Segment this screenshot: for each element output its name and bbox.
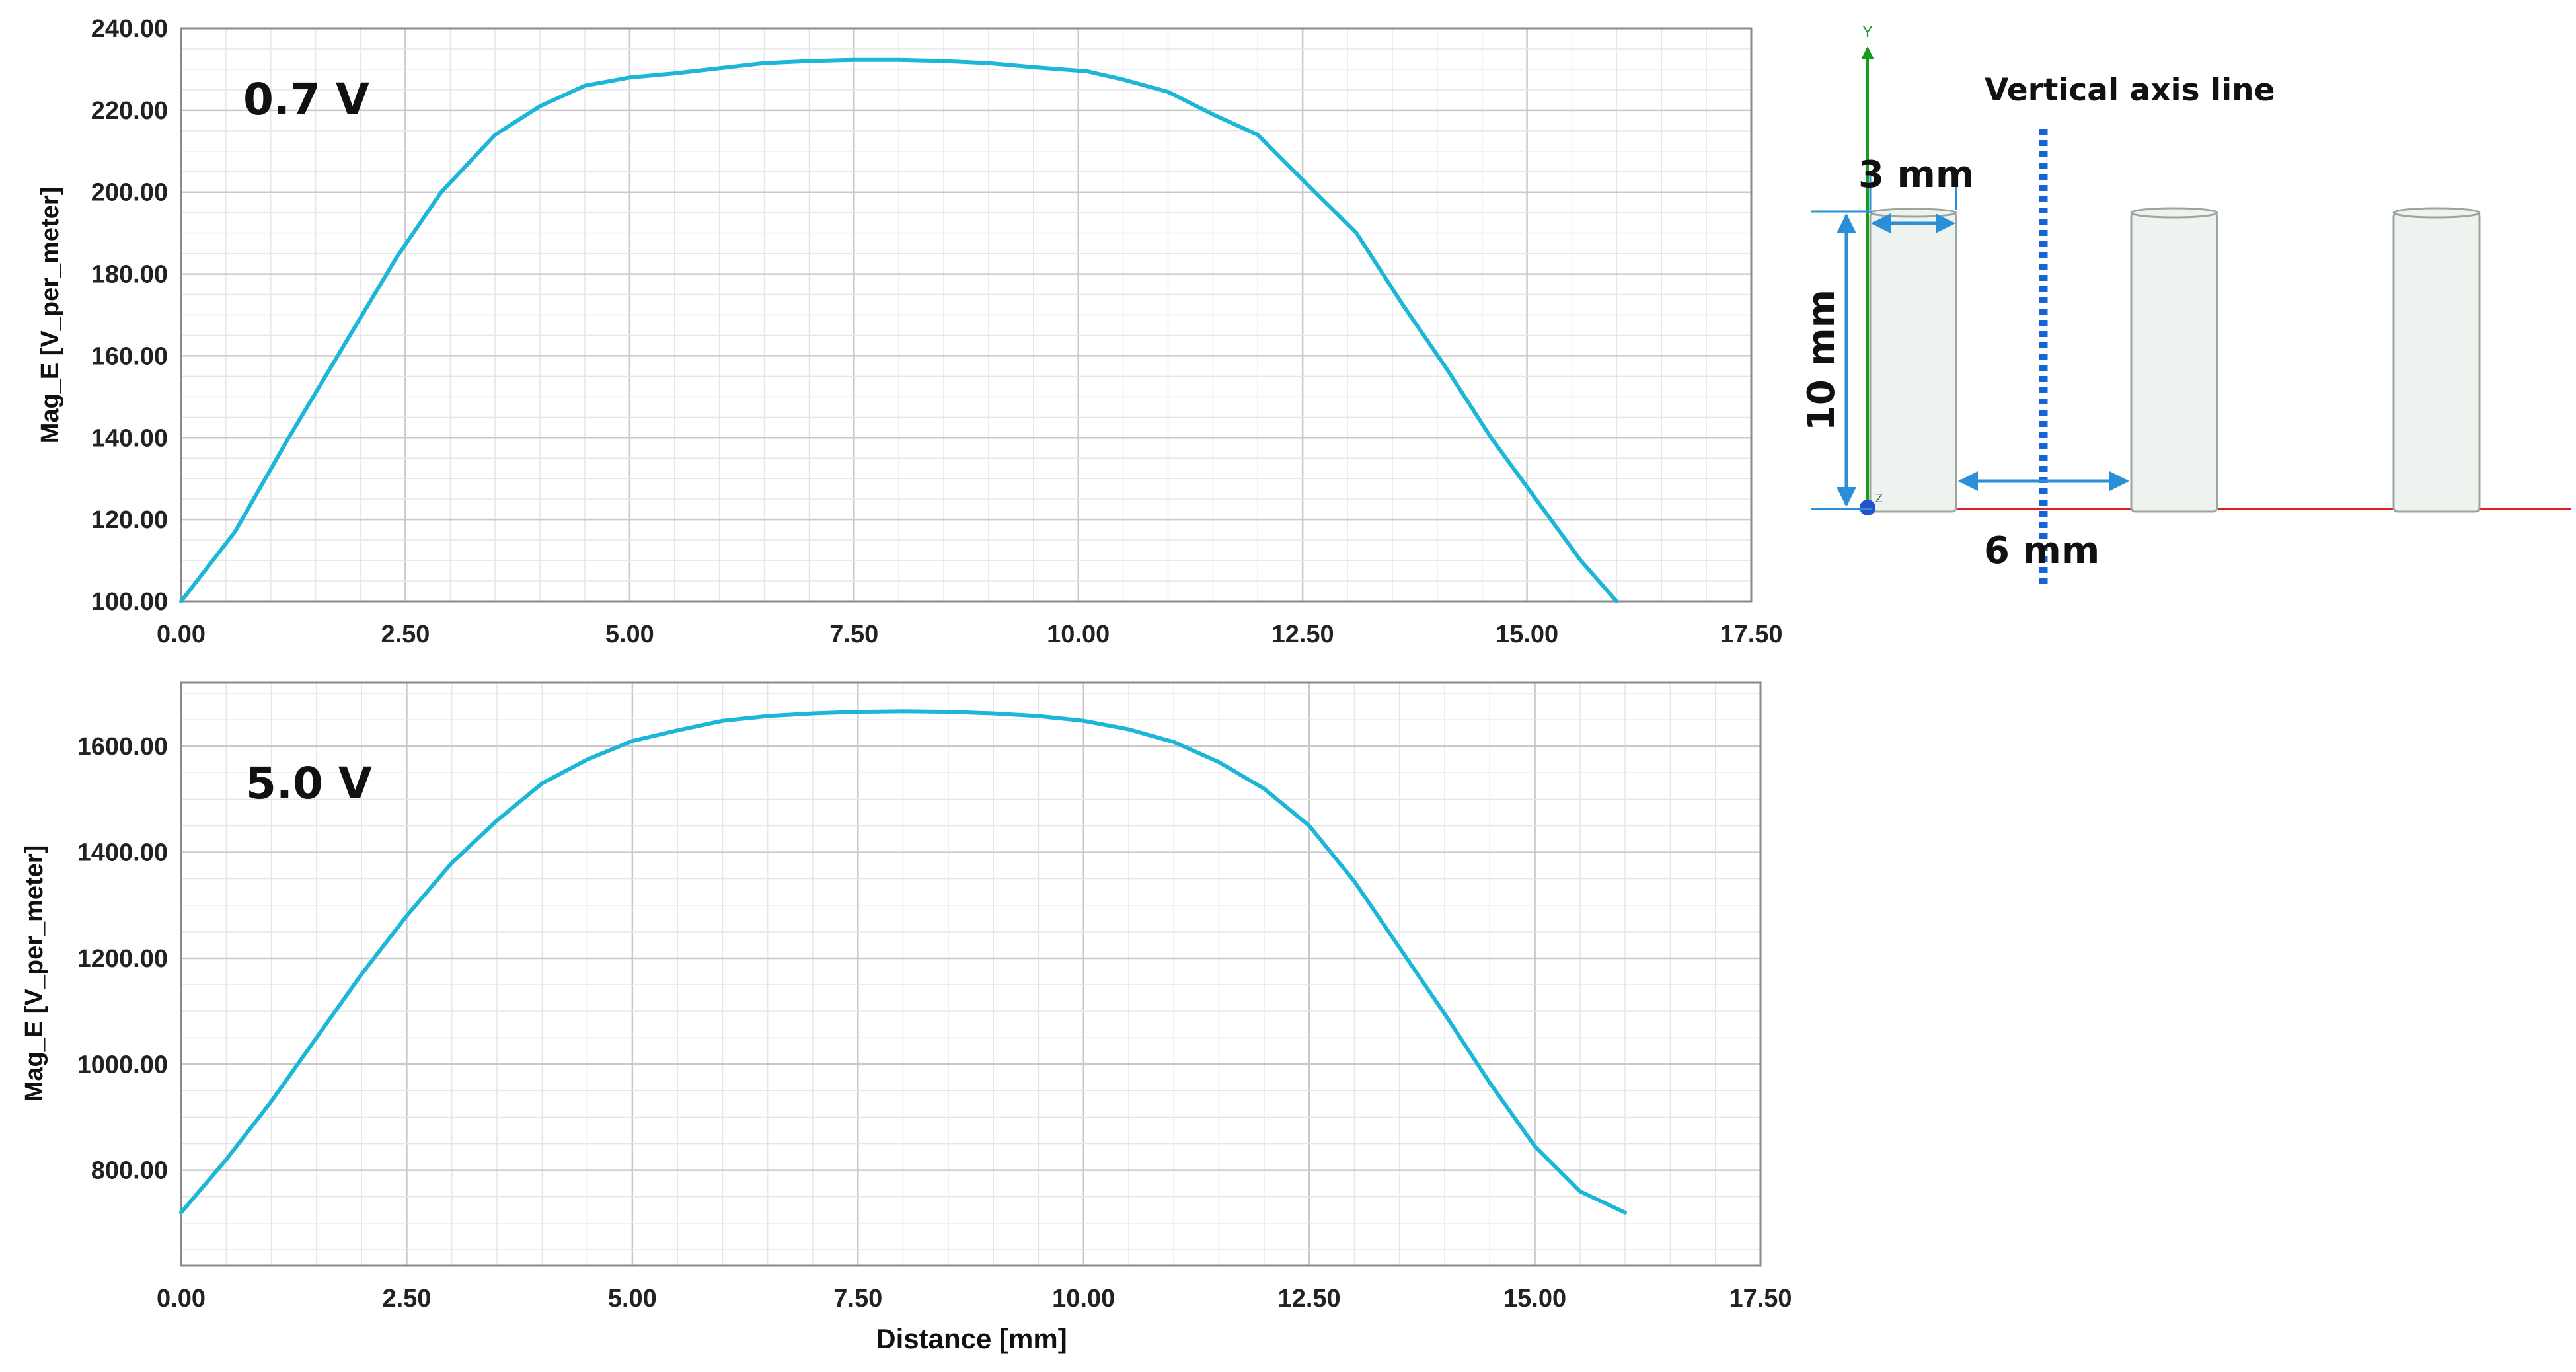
y-tick-label: 1200.00 bbox=[77, 945, 168, 973]
chart-top: 100.00 120.00 140.00 160.00 180.00 200.00 220.… bbox=[36, 15, 1783, 648]
y-tick-label: 160.00 bbox=[91, 342, 168, 370]
x-tick-label: 7.50 bbox=[829, 621, 878, 648]
y-tick-label: 800.00 bbox=[91, 1157, 168, 1185]
y-tick-label: 200.00 bbox=[91, 179, 168, 207]
x-tick-label: 17.50 bbox=[1720, 621, 1782, 648]
grid-top bbox=[180, 27, 1753, 603]
x-tick-label: 17.50 bbox=[1729, 1285, 1792, 1313]
y-tick-label: 240.00 bbox=[91, 15, 168, 43]
x-tick-labels-bottom: 0.00 2.50 5.00 7.50 10.00 12.50 15.00 17.50 bbox=[157, 1285, 1792, 1313]
y-tick-label: 1000.00 bbox=[77, 1051, 168, 1079]
y-tick-label: 120.00 bbox=[91, 506, 168, 534]
x-tick-label: 2.50 bbox=[381, 621, 430, 648]
chart-bottom: 800.00 1000.00 1200.00 1400.00 1600.00 0.00 2… bbox=[20, 681, 1792, 1354]
electrode-diagram: Y Z Vertical axis line 3 mm 10 mm 6 mm bbox=[1800, 23, 2571, 585]
grid-bottom bbox=[180, 683, 1762, 1266]
y-axis-letter: Y bbox=[1862, 23, 1873, 41]
series-line bbox=[179, 57, 1619, 603]
x-tick-label: 7.50 bbox=[833, 1285, 882, 1313]
x-tick-label: 12.50 bbox=[1271, 621, 1334, 648]
y-axis-label-top: Mag_E [V_per_meter] bbox=[36, 187, 64, 444]
plot-frame-top bbox=[180, 27, 1753, 603]
electrode-1 bbox=[1869, 208, 1957, 513]
gap-dimension-label: 6 mm bbox=[1984, 529, 2100, 572]
z-axis-letter: Z bbox=[1875, 492, 1883, 505]
y-tick-label: 1400.00 bbox=[77, 839, 168, 867]
y-tick-label: 1600.00 bbox=[77, 733, 168, 761]
y-tick-label: 180.00 bbox=[91, 261, 168, 289]
width-dimension-label: 3 mm bbox=[1858, 153, 1974, 196]
x-tick-label: 0.00 bbox=[157, 621, 206, 648]
x-tick-label: 2.50 bbox=[382, 1285, 431, 1313]
x-tick-label: 12.50 bbox=[1278, 1285, 1341, 1313]
y-tick-labels-top: 100.00 120.00 140.00 160.00 180.00 200.00 220.… bbox=[91, 15, 168, 616]
y-tick-label: 220.00 bbox=[91, 97, 168, 125]
x-axis-label-bottom: Distance [mm] bbox=[876, 1323, 1067, 1354]
x-tick-label: 5.00 bbox=[608, 1285, 657, 1313]
x-tick-label: 10.00 bbox=[1047, 621, 1110, 648]
x-tick-labels-top: 0.00 2.50 5.00 7.50 10.00 12.50 15.00 17.50 bbox=[157, 621, 1783, 648]
vertical-axis-line-label: Vertical axis line bbox=[1985, 72, 2275, 108]
series-bottom bbox=[179, 709, 1628, 1215]
y-tick-label: 100.00 bbox=[91, 588, 168, 616]
y-tick-label: 140.00 bbox=[91, 424, 168, 452]
electrode-3 bbox=[2392, 207, 2481, 513]
series-top bbox=[179, 57, 1619, 603]
plot-frame-bottom bbox=[180, 681, 1762, 1267]
electrode-2 bbox=[2130, 207, 2218, 513]
x-tick-label: 0.00 bbox=[157, 1285, 206, 1313]
series-line bbox=[179, 709, 1628, 1215]
origin-marker bbox=[1860, 500, 1875, 515]
x-tick-label: 10.00 bbox=[1052, 1285, 1115, 1313]
x-tick-label: 15.00 bbox=[1496, 621, 1558, 648]
height-dimension-label: 10 mm bbox=[1800, 289, 1843, 431]
x-tick-label: 15.00 bbox=[1503, 1285, 1566, 1313]
voltage-label-top: 0.7 V bbox=[243, 74, 369, 125]
y-tick-labels-bottom: 800.00 1000.00 1200.00 1400.00 1600.00 bbox=[77, 733, 168, 1184]
voltage-label-bottom: 5.0 V bbox=[246, 758, 372, 809]
y-axis-label-bottom: Mag_E [V_per_meter] bbox=[20, 845, 48, 1102]
x-tick-label: 5.00 bbox=[605, 621, 654, 648]
